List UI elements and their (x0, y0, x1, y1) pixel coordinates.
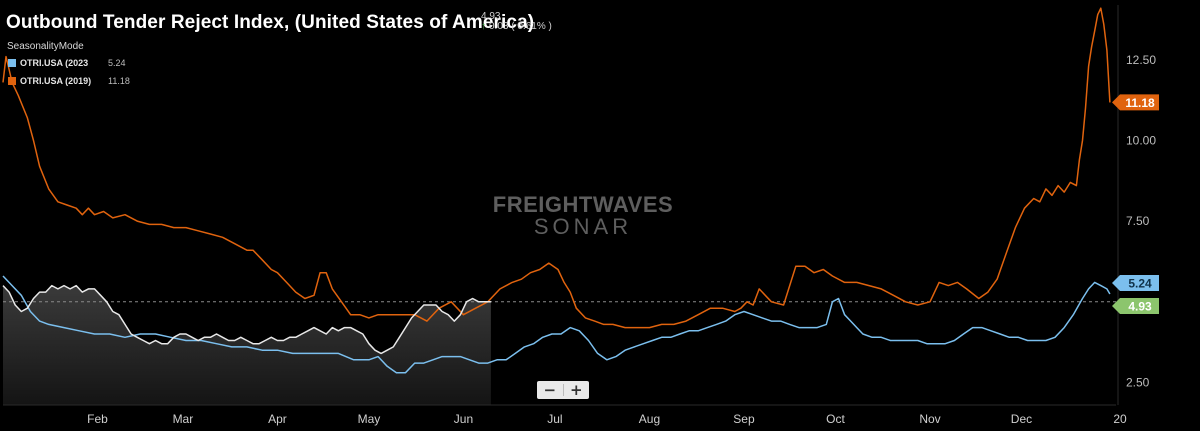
end-label-text: 5.24 (1128, 277, 1152, 291)
zoom-divider (562, 384, 564, 396)
zoom-controls: − + (537, 381, 589, 399)
x-tick-label: May (358, 412, 381, 426)
end-label-shape (1112, 94, 1159, 111)
up-arrow-icon: ↑ (481, 21, 486, 32)
x-tick-label: Apr (268, 412, 287, 426)
end-label-text: 4.93 (1128, 300, 1152, 314)
end-label-shape (1112, 275, 1159, 292)
series-2024-area (3, 285, 491, 405)
y-tick-label: 12.50 (1126, 53, 1156, 67)
end-label-tag: 4.93 (1112, 298, 1159, 315)
legend-item-2019[interactable]: OTRI.USA (2019) 11.18 (8, 76, 130, 86)
y-tick-label: 10.00 (1126, 133, 1156, 147)
x-tick-label: 20 (1113, 412, 1127, 426)
y-tick-label: 2.50 (1126, 375, 1150, 389)
x-tick-label: Oct (826, 412, 845, 426)
zoom-in-button[interactable]: + (564, 381, 590, 399)
x-tick-label: Jun (454, 412, 473, 426)
legend-value: 11.18 (108, 76, 130, 86)
legend-swatch-2023 (8, 59, 16, 67)
x-tick-label: Sep (733, 412, 755, 426)
series-2023-line (2, 275, 1111, 374)
legend-name: OTRI.USA (2023 (20, 58, 89, 68)
change-text: 0.03 ( 0.61% ) (489, 21, 552, 32)
x-tick-label: Mar (173, 412, 194, 426)
series-2019-line (2, 7, 1111, 329)
end-label-tag: 11.18 (1112, 94, 1159, 111)
chart-title: Outbound Tender Reject Index, (United St… (6, 12, 535, 33)
zoom-out-button[interactable]: − (537, 381, 563, 399)
x-tick-label: Nov (919, 412, 940, 426)
last-value: 4.93 (481, 11, 501, 22)
x-tick-label: Jul (547, 412, 562, 426)
change-indicator: ↑ 0.03 ( 0.61% ) (481, 21, 552, 32)
legend-swatch-2019 (8, 77, 16, 85)
legend-name: OTRI.USA (2019) (20, 76, 92, 86)
end-label-tag: 5.24 (1112, 275, 1159, 292)
x-tick-label: Dec (1011, 412, 1032, 426)
seasonality-mode-label[interactable]: SeasonalityMode (7, 41, 84, 52)
end-label-shape (1112, 298, 1159, 315)
end-label-text: 11.18 (1125, 96, 1155, 110)
x-tick-label: Feb (87, 412, 108, 426)
series-2024-line (2, 284, 491, 355)
y-tick-label: 7.50 (1126, 214, 1150, 228)
legend-item-2023[interactable]: OTRI.USA (2023 5.24 (8, 58, 126, 68)
x-tick-label: Aug (639, 412, 660, 426)
legend-value: 5.24 (108, 58, 126, 68)
